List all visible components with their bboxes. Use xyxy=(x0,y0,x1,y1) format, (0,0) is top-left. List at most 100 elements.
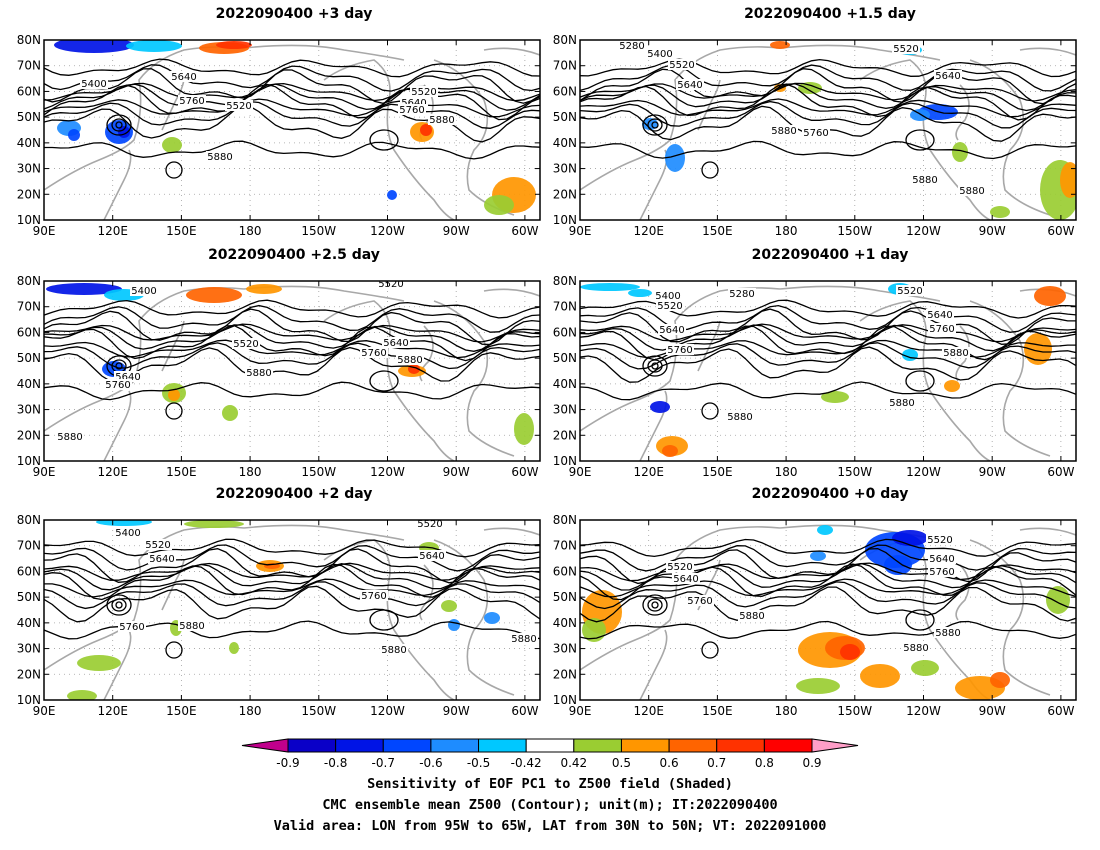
lon-tick-label: 120E xyxy=(97,704,128,718)
contour-label: 5880 xyxy=(57,432,82,443)
sensitivity-shade xyxy=(68,129,80,141)
lon-tick-label: 180 xyxy=(239,704,262,718)
contour-label: 5880 xyxy=(889,398,914,409)
lon-tick-label: 120W xyxy=(906,224,941,238)
contour-label: 5760 xyxy=(119,622,144,633)
lat-tick-label: 50N xyxy=(553,110,577,124)
contour-label: 5640 xyxy=(673,574,698,585)
sensitivity-shade xyxy=(1034,286,1066,306)
colorbar-label: 0.9 xyxy=(802,756,821,770)
sensitivity-shade xyxy=(990,672,1010,688)
sensitivity-shade xyxy=(580,283,640,291)
contour-label: 5880 xyxy=(912,175,937,186)
contour-label: 5400 xyxy=(655,291,680,302)
contour-label: 5640 xyxy=(927,310,952,321)
colorbar-label: -0.7 xyxy=(372,756,395,770)
sensitivity-shade xyxy=(484,612,500,624)
lat-tick-label: 40N xyxy=(553,377,577,391)
lon-tick-label: 120W xyxy=(370,704,405,718)
lon-tick-label: 180 xyxy=(775,704,798,718)
lon-tick-label: 90E xyxy=(569,224,592,238)
contour-label: 5640 xyxy=(383,338,408,349)
contour-label: 5280 xyxy=(729,289,754,300)
contour-label: 5880 xyxy=(179,621,204,632)
contour-label: 5760 xyxy=(361,591,386,602)
lat-tick-label: 40N xyxy=(553,136,577,150)
sensitivity-shade xyxy=(770,41,790,49)
lat-tick-label: 10N xyxy=(553,213,577,227)
colorbar: -0.9 -0.8 -0.7 -0.6 -0.5 -0.42 0.42 0.5 0.6 0.7 0.… xyxy=(241,738,859,770)
lat-tick-label: 70N xyxy=(17,539,41,553)
lat-tick-label: 10N xyxy=(17,693,41,707)
sensitivity-shade xyxy=(484,195,514,215)
lat-tick-label: 30N xyxy=(553,403,577,417)
colorbar-label: 0.8 xyxy=(755,756,774,770)
colorbar-swatch xyxy=(668,738,718,753)
sensitivity-shade xyxy=(46,283,122,295)
lat-tick-label: 20N xyxy=(17,187,41,201)
lat-tick-label: 50N xyxy=(17,351,41,365)
lat-tick-label: 40N xyxy=(17,136,41,150)
map-frame xyxy=(579,280,1077,462)
lon-tick-label: 90E xyxy=(33,704,56,718)
contour-label: 5640 xyxy=(149,554,174,565)
lat-tick-label: 10N xyxy=(17,213,41,227)
sensitivity-shade xyxy=(77,655,121,671)
lat-tick-label: 30N xyxy=(553,162,577,176)
colorbar-label: -0.6 xyxy=(419,756,442,770)
contour-label: 5640 xyxy=(115,372,140,383)
contour-label: 5760 xyxy=(687,596,712,607)
lon-tick-label: 60W xyxy=(511,465,538,479)
lat-tick-label: 10N xyxy=(553,693,577,707)
sensitivity-shade xyxy=(821,391,849,403)
colorbar-swatch xyxy=(716,738,765,753)
lon-tick-label: 150W xyxy=(301,465,336,479)
sensitivity-shade xyxy=(54,40,134,53)
colorbar-label: 0.42 xyxy=(560,756,587,770)
colorbar-label: -0.5 xyxy=(467,756,490,770)
lon-tick-label: 60W xyxy=(1047,465,1074,479)
sensitivity-shade xyxy=(222,405,238,421)
lat-tick-label: 40N xyxy=(553,616,577,630)
lon-tick-label: 120W xyxy=(906,465,941,479)
contour-label: 5640 xyxy=(659,325,684,336)
sensitivity-shade xyxy=(952,142,968,162)
lon-tick-label: 150E xyxy=(166,224,197,238)
lon-tick-label: 120W xyxy=(370,224,405,238)
contour-label: 5880 xyxy=(903,643,928,654)
colorbar-label: -0.8 xyxy=(324,756,347,770)
lat-tick-label: 60N xyxy=(17,564,41,578)
lon-tick-label: 180 xyxy=(775,465,798,479)
contour-label: 5760 xyxy=(399,105,424,116)
contour-label: 5880 xyxy=(943,348,968,359)
lon-tick-label: 150W xyxy=(301,704,336,718)
contour-label: 5520 xyxy=(927,535,952,546)
lat-tick-label: 50N xyxy=(553,590,577,604)
lon-tick-label: 90W xyxy=(443,465,470,479)
lon-tick-label: 150E xyxy=(702,465,733,479)
sensitivity-shade xyxy=(168,389,180,401)
sensitivity-shade xyxy=(665,144,685,172)
contour-label: 5400 xyxy=(81,79,106,90)
lat-tick-label: 80N xyxy=(17,33,41,47)
lat-tick-label: 80N xyxy=(553,274,577,288)
contour-label: 5520 xyxy=(669,60,694,71)
contour-label: 5640 xyxy=(935,71,960,82)
contour-label: 5880 xyxy=(381,645,406,656)
lon-tick-label: 90W xyxy=(979,224,1006,238)
contour-label: 5880 xyxy=(397,355,422,366)
lat-tick-label: 80N xyxy=(553,513,577,527)
sensitivity-shade xyxy=(582,618,606,642)
lon-tick-label: 150E xyxy=(702,224,733,238)
contour-label: 5520 xyxy=(226,101,251,112)
lon-tick-label: 120E xyxy=(97,224,128,238)
lon-tick-label: 150W xyxy=(837,224,872,238)
caption-line-1: Sensitivity of EOF PC1 to Z500 field (Sh… xyxy=(367,776,733,792)
sensitivity-shade xyxy=(216,41,252,49)
colorbar-swatch xyxy=(430,738,480,753)
sensitivity-shade xyxy=(817,525,833,535)
sensitivity-shade xyxy=(650,401,670,413)
